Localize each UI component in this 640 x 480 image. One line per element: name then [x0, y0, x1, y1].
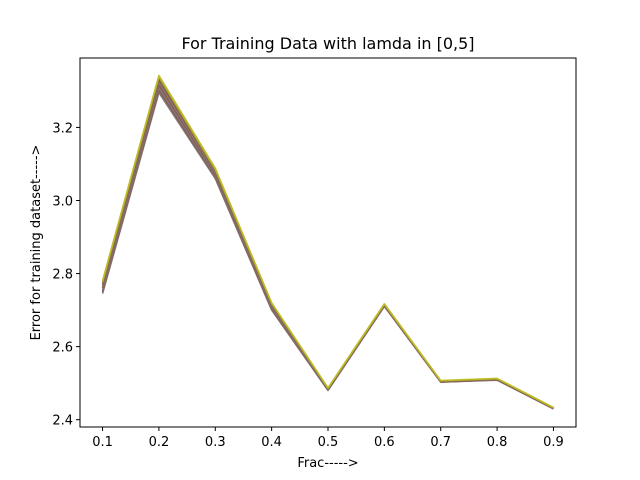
series-line-8	[101, 74, 554, 409]
series-line-2	[101, 89, 554, 410]
y-tick-label: 2.8	[52, 268, 73, 283]
series-line-4	[101, 84, 554, 410]
x-tick-label: 0.7	[430, 435, 451, 450]
y-tick-label: 2.6	[52, 341, 73, 356]
series-layer	[101, 74, 554, 410]
x-tick-label: 0.8	[487, 435, 508, 450]
plot-frame	[79, 57, 577, 428]
x-tick-label: 0.3	[205, 435, 226, 450]
x-axis-label: Frac----->	[297, 456, 358, 471]
x-tick-label: 0.1	[92, 435, 113, 450]
x-tick-label: 0.9	[543, 435, 564, 450]
y-tick-label: 3.0	[52, 194, 73, 209]
y-axis-label: Error for training dataset----->	[29, 145, 44, 341]
y-tick-label: 3.2	[52, 121, 73, 136]
x-tick-label: 0.4	[261, 435, 282, 450]
chart-title: For Training Data with lamda in [0,5]	[181, 34, 474, 53]
series-line-1	[101, 91, 554, 410]
x-tick-label: 0.5	[318, 435, 339, 450]
x-tick-label: 0.2	[149, 435, 170, 450]
ticks-layer: 0.1 0.2 0.3 0.4 0.5 0.6 0.7 0.8 0.9 2.4 2.6 2.8 3.0 3…	[52, 121, 563, 450]
series-line-3	[101, 86, 554, 410]
x-tick-label: 0.6	[374, 435, 395, 450]
y-tick-label: 2.4	[52, 414, 73, 429]
series-line-7	[101, 76, 554, 409]
series-line-5	[101, 81, 554, 409]
series-line-6	[101, 79, 554, 409]
